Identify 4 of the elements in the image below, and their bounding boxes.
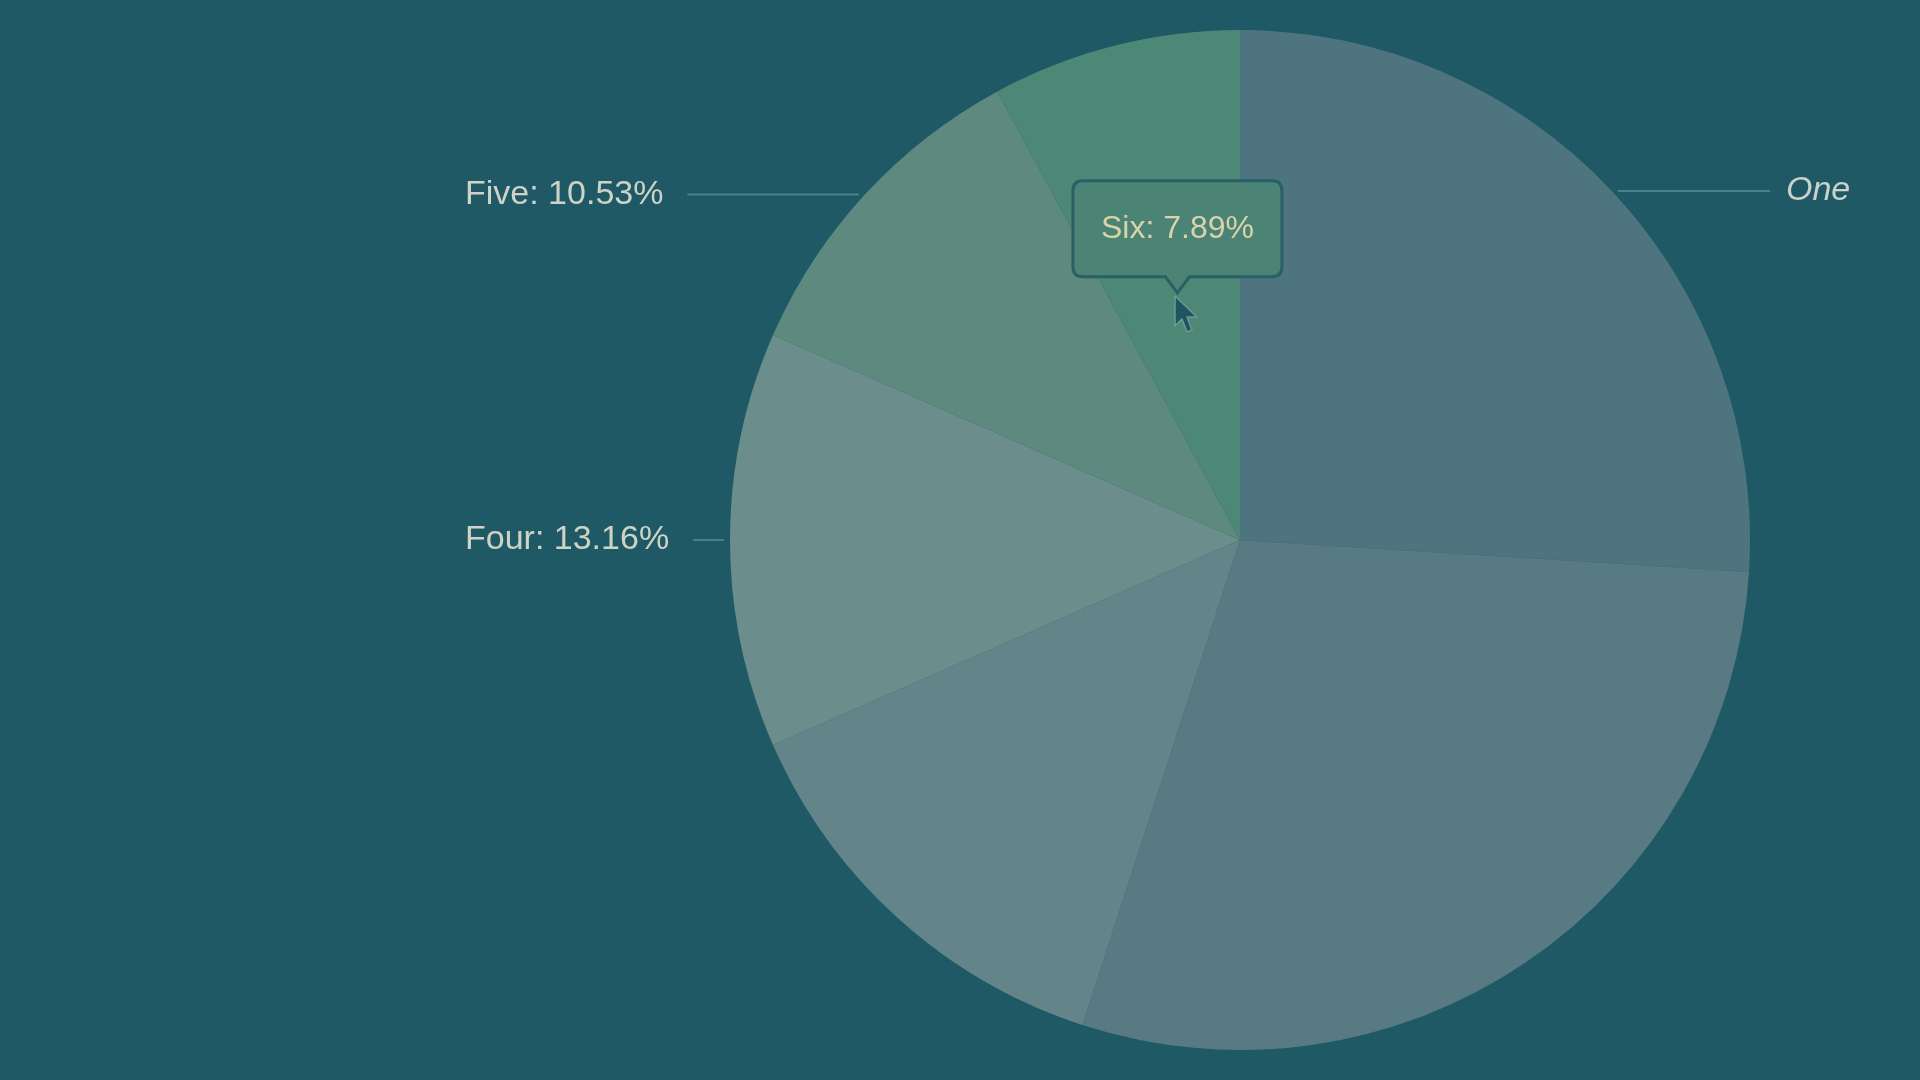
slice-label: Six: 7.89% [1100,208,1254,245]
slice-label: Five: 10.53% [465,172,664,211]
slice-label: Four: 13.16% [465,518,670,557]
slice-label: One [1786,169,1851,208]
